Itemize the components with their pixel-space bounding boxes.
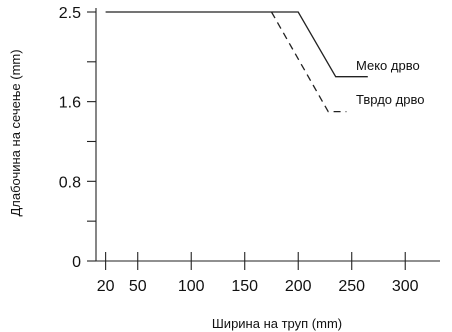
legend-label-2: Тврдо дрво [356,92,424,107]
x-tick-label: 150 [231,278,258,295]
x-tick-label: 300 [392,278,419,295]
series-lines [105,11,368,113]
legend-label-1: Меко дрво [356,58,420,73]
x-ticks: 20 50 100 150 200 250 300 [97,252,419,295]
y-tick-label: 2.5 [59,5,81,22]
series-line-1 [105,11,368,78]
series-line-2 [270,11,347,113]
legend: Меко дрво Тврдо дрво [356,58,424,107]
y-tick-label: 0.8 [59,174,81,191]
y-tick-label: 0 [72,254,81,271]
x-tick-label: 50 [129,278,147,295]
x-axis-title: Ширина на труп (mm) [212,316,342,331]
x-tick-label: 250 [338,278,365,295]
x-tick-label: 200 [285,278,312,295]
y-ticks: 0 0.8 1.6 2.5 [59,5,96,271]
y-axis-title: Длабочина на сечење (mm) [8,49,23,216]
x-tick-label: 20 [97,278,115,295]
x-tick-label: 100 [178,278,205,295]
y-tick-label: 1.6 [59,95,81,112]
